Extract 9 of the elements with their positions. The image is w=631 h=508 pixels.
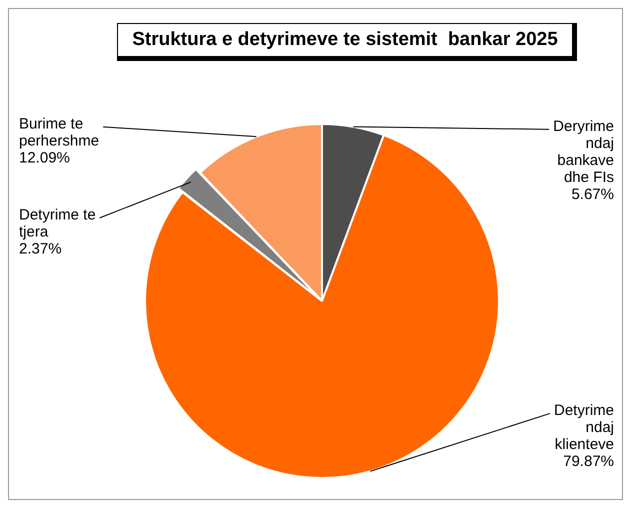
data-label: 5.67%	[571, 186, 614, 203]
data-label: 79.87%	[563, 452, 614, 470]
data-label: 12.09%	[19, 149, 70, 166]
slice-label: Detyrime te tjera	[19, 206, 96, 240]
slice-label: Deryrime ndaj bankave dhe FIs	[553, 118, 614, 186]
slice-label: Burime te perhershme	[19, 115, 100, 150]
chart-title: Struktura e detyrimeve te sistemit bankar 2025	[117, 23, 577, 61]
slice-label: Detyrime ndaj klienteve	[554, 402, 614, 453]
data-label: 2.37%	[19, 240, 62, 258]
